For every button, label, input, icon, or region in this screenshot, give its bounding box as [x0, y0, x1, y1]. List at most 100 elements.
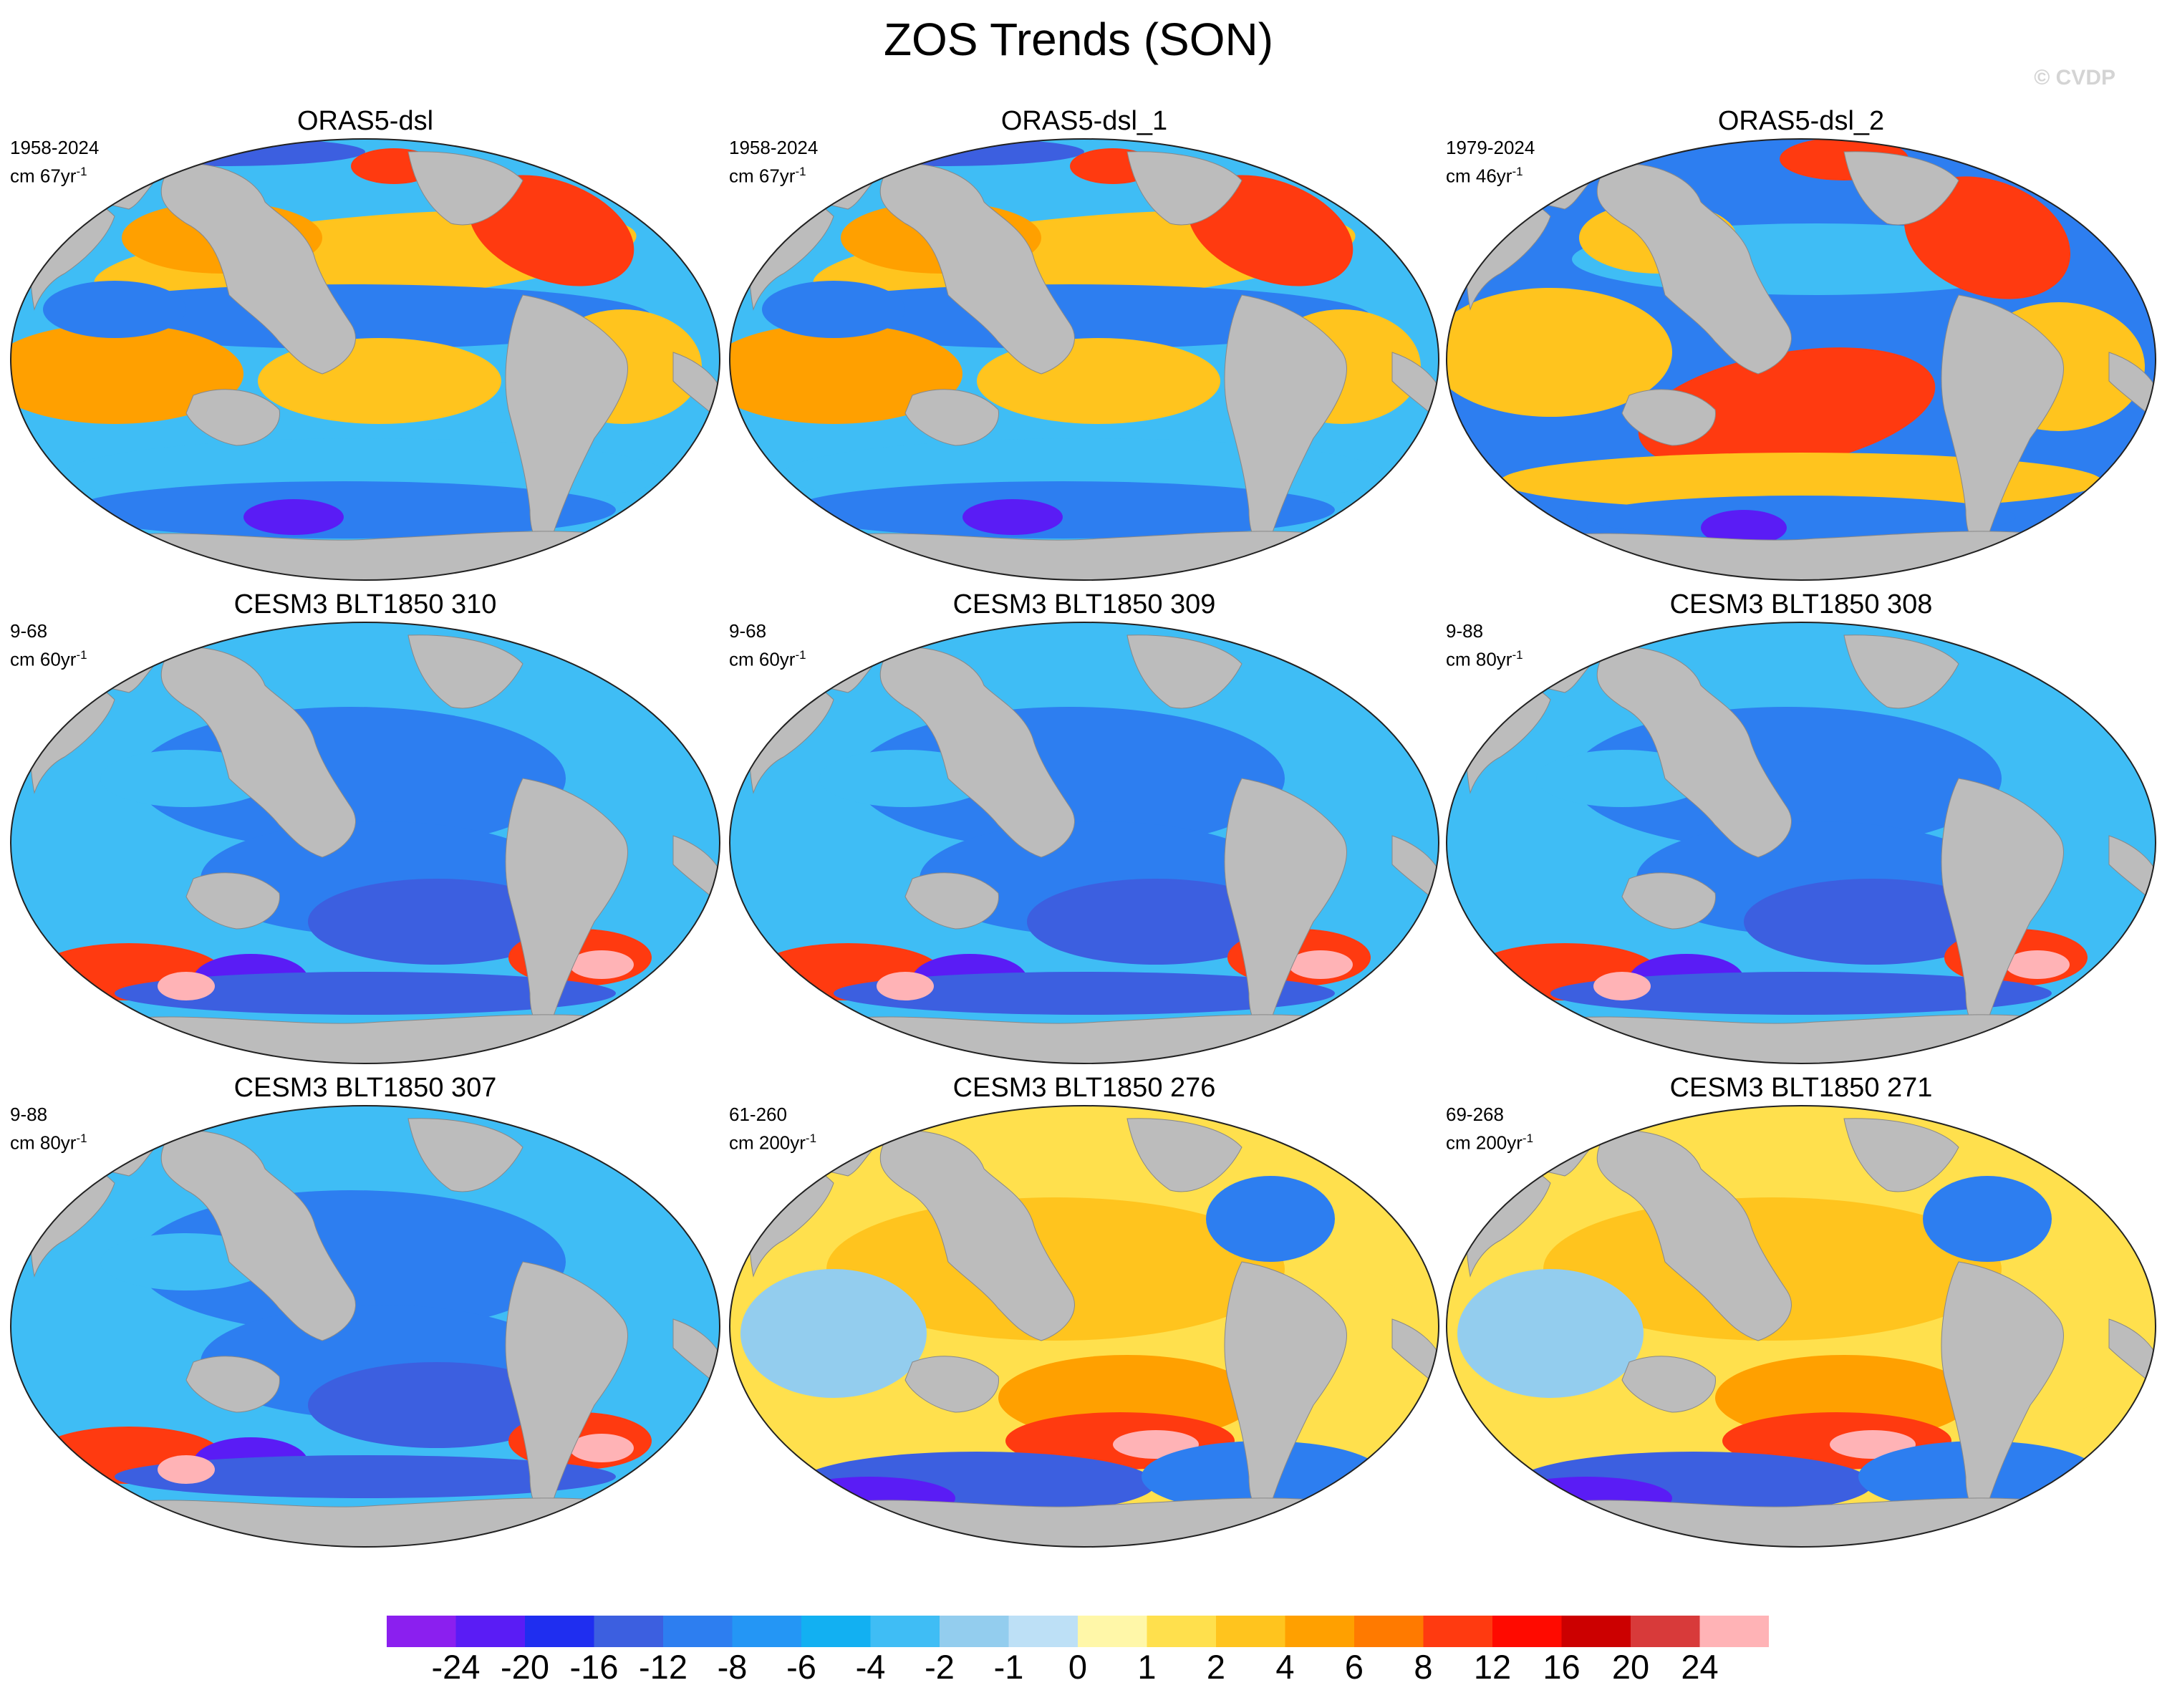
land-mass — [1621, 1356, 1716, 1413]
land-mass — [1596, 647, 1792, 858]
map-outline — [1446, 138, 2156, 581]
colorbar-tick-label: 1 — [1137, 1648, 1157, 1686]
panel-info: 1979-2024 cm 46yr-1 — [1446, 136, 1535, 188]
panel-title: CESM3 BLT1850 271 — [1669, 1073, 1933, 1103]
land-mass — [1224, 294, 1347, 545]
colorbar — [387, 1616, 1769, 1647]
trend-field-patch — [72, 481, 616, 539]
colorbar-tick-label: -1 — [993, 1648, 1024, 1686]
colorbar-swatch — [1423, 1616, 1492, 1647]
world-map — [729, 138, 1439, 581]
trend-field-patch — [1923, 1176, 2052, 1262]
trend-units: cm 60yr-1 — [10, 648, 87, 670]
colorbar-swatch — [801, 1616, 871, 1647]
trend-field-patch — [791, 481, 1335, 539]
trend-units: cm 60yr-1 — [729, 648, 806, 670]
trend-field-patch — [79, 139, 365, 166]
trend-field-patch — [1288, 950, 1353, 979]
trend-field-patch — [834, 972, 1335, 1015]
year-range: 9-88 — [1446, 620, 1484, 642]
land-mass — [904, 1356, 999, 1413]
colorbar-tick-label: 12 — [1473, 1648, 1512, 1686]
colorbar-tick-label: 4 — [1275, 1648, 1295, 1686]
trend-field-patch — [762, 281, 905, 338]
land-mass — [672, 352, 720, 425]
land-mass — [160, 163, 356, 375]
trend-field-patch — [798, 139, 1084, 166]
land-mass — [1941, 778, 2064, 1028]
trend-field-patch — [43, 281, 186, 338]
panel-info: 1958-2024 cm 67yr-1 — [10, 136, 99, 188]
land-mass — [1528, 1497, 2074, 1547]
trend-field-patch — [1638, 347, 1936, 472]
trend-field-patch — [243, 499, 344, 535]
panel-info: 9-68 cm 60yr-1 — [729, 619, 806, 672]
colorbar-tick-label: 6 — [1344, 1648, 1364, 1686]
colorbar-swatch — [1631, 1616, 1700, 1647]
colorbar-swatch — [1699, 1616, 1769, 1647]
world-map — [729, 1105, 1439, 1548]
panel-title: ORAS5-dsl — [296, 106, 434, 136]
year-range: 61-260 — [729, 1104, 787, 1125]
map-outline — [1446, 622, 2156, 1064]
panel-title: CESM3 BLT1850 276 — [952, 1073, 1216, 1103]
trend-field-patch — [1586, 496, 2016, 539]
panel-title: ORAS5-dsl_2 — [1717, 106, 1885, 136]
trend-units: cm 80yr-1 — [10, 1132, 87, 1154]
watermark: © CVDP — [2034, 66, 2115, 90]
trend-field-patch — [115, 972, 616, 1015]
trend-field-patch — [569, 1434, 634, 1462]
panel-title: ORAS5-dsl_1 — [1000, 106, 1168, 136]
panel-info: 69-268 cm 200yr-1 — [1446, 1103, 1533, 1155]
map-outline — [10, 622, 720, 1064]
trend-units: cm 80yr-1 — [1446, 648, 1523, 670]
colorbar-swatch — [1216, 1616, 1285, 1647]
colorbar-swatch — [455, 1616, 525, 1647]
world-map — [1446, 138, 2156, 581]
map-panel: CESM3 BLT1850 309 9-68 cm 60yr-1 — [726, 589, 1442, 1067]
trend-units: cm 200yr-1 — [1446, 1132, 1534, 1154]
trend-field-patch — [569, 950, 634, 979]
trend-field-patch — [1500, 453, 2102, 510]
trend-field-patch — [1447, 288, 1672, 417]
land-mass — [672, 835, 720, 909]
trend-field-patch — [962, 499, 1063, 535]
panel-info: 1958-2024 cm 67yr-1 — [729, 136, 818, 188]
land-mass — [407, 635, 523, 709]
map-outline — [1446, 1105, 2156, 1548]
trend-field-patch — [115, 1455, 616, 1498]
colorbar-swatch — [1354, 1616, 1424, 1647]
map-outline — [729, 138, 1439, 581]
trend-units: cm 46yr-1 — [1446, 165, 1523, 187]
map-outline — [729, 1105, 1439, 1548]
map-outline — [10, 1105, 720, 1548]
land-mass — [879, 1130, 1075, 1341]
colorbar-swatch — [1561, 1616, 1631, 1647]
trend-field-patch — [1744, 879, 2002, 965]
map-panel: ORAS5-dsl_1 1958-2024 cm 67yr-1 — [726, 106, 1442, 584]
figure-title: ZOS Trends (SON) — [883, 14, 1274, 65]
land-mass — [811, 531, 1357, 580]
colorbar-tick-label: -6 — [786, 1648, 816, 1686]
land-mass — [904, 389, 999, 446]
trend-field-patch — [11, 324, 243, 424]
colorbar-tick-label: -24 — [431, 1648, 481, 1686]
land-mass — [879, 163, 1075, 375]
land-mass — [1126, 151, 1242, 226]
year-range: 1958-2024 — [729, 137, 819, 158]
colorbar-swatch — [732, 1616, 801, 1647]
trend-field-patch — [1593, 972, 1651, 1000]
land-mass — [92, 1497, 638, 1547]
trend-field-patch — [308, 879, 566, 965]
land-mass — [2108, 352, 2156, 425]
colorbar-tick-label: 20 — [1611, 1648, 1650, 1686]
trend-field-patch — [1903, 176, 2071, 299]
panel-info: 9-88 cm 80yr-1 — [10, 1103, 87, 1155]
land-mass — [1126, 635, 1242, 709]
trend-field-patch — [158, 1455, 215, 1484]
panel-title: CESM3 BLT1850 308 — [1669, 589, 1933, 619]
trend-field-patch — [769, 284, 1371, 349]
panel-info: 9-88 cm 80yr-1 — [1446, 619, 1523, 672]
trend-units: cm 200yr-1 — [729, 1132, 817, 1154]
land-mass — [1528, 1014, 2074, 1063]
